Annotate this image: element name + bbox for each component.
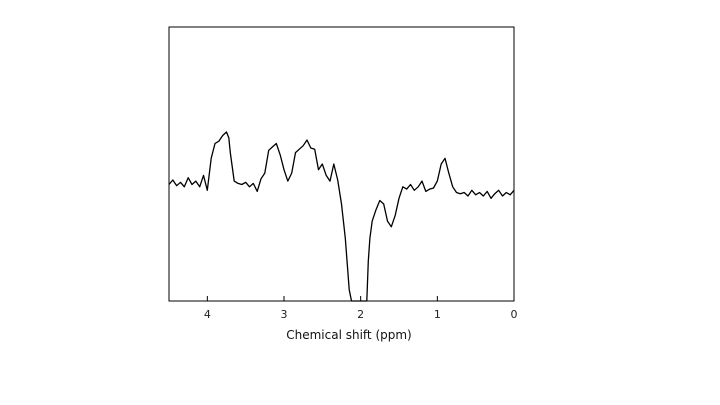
x-tick-label: 1 bbox=[434, 308, 441, 321]
x-tick-label: 4 bbox=[204, 308, 211, 321]
x-tick-labels: 4 3 2 1 0 bbox=[204, 308, 518, 321]
x-axis-ticks bbox=[206, 296, 515, 301]
spectrum-line bbox=[168, 131, 515, 302]
x-tick-label: 0 bbox=[511, 308, 518, 321]
x-axis-title: Chemical shift (ppm) bbox=[286, 328, 412, 342]
x-tick-label: 3 bbox=[281, 308, 288, 321]
x-tick-label: 2 bbox=[357, 308, 364, 321]
plot-frame bbox=[168, 26, 515, 302]
